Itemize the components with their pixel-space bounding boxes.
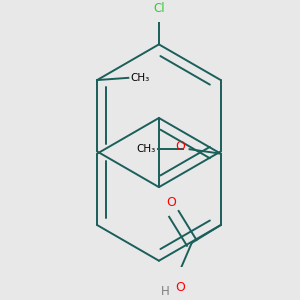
- Text: O: O: [175, 140, 185, 154]
- Text: O: O: [167, 196, 177, 209]
- Text: CH₃: CH₃: [137, 144, 156, 154]
- Text: CH₃: CH₃: [130, 73, 150, 83]
- Text: O: O: [176, 281, 185, 294]
- Text: ·: ·: [176, 283, 180, 293]
- Text: Cl: Cl: [153, 2, 165, 15]
- Text: H: H: [160, 285, 169, 298]
